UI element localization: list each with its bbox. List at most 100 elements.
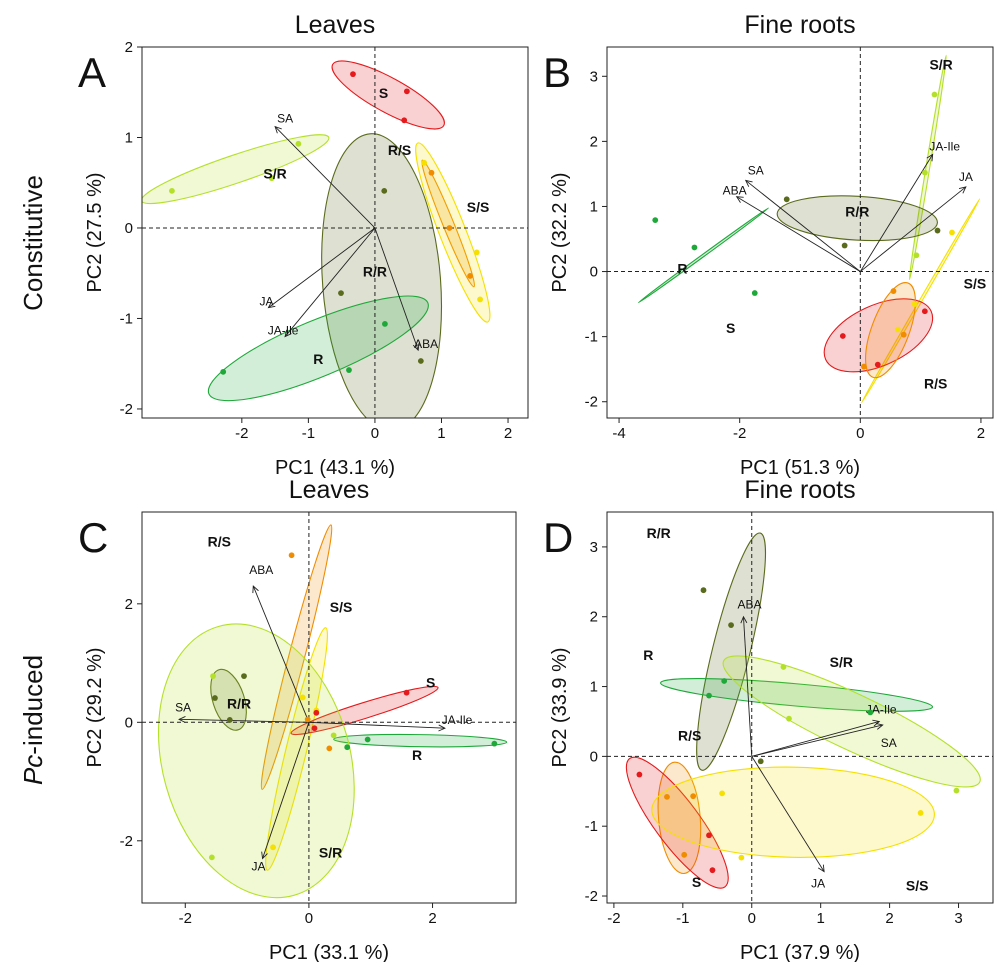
point-r-s xyxy=(446,225,453,231)
point-r xyxy=(364,736,371,743)
vector-arrowhead xyxy=(744,179,753,187)
data-points xyxy=(208,552,498,861)
x-tick-label: -2 xyxy=(235,425,248,442)
group-label-r-r: R/R xyxy=(363,263,387,279)
x-tick-label: 3 xyxy=(954,910,962,927)
vector-sa xyxy=(745,180,861,272)
point-r-r xyxy=(700,587,707,594)
group-label-s-r: S/R xyxy=(263,166,286,182)
point-s xyxy=(706,832,712,839)
vector-arrowhead xyxy=(267,301,276,309)
loading-vectors: ABA SA JA-Ile JA xyxy=(175,563,472,874)
point-r-r xyxy=(728,622,734,629)
x-axis-label: PC1 (33.1 %) xyxy=(269,942,389,962)
group-label-s-s: S/S xyxy=(330,599,353,615)
y-tick-label: 2 xyxy=(590,133,598,150)
group-label-r: R xyxy=(677,260,687,276)
group-label-r-r: R/R xyxy=(227,695,251,711)
ellipse-s-s xyxy=(265,627,328,871)
y-tick-label: -1 xyxy=(120,310,133,327)
row-label-constitutive: Constitutive xyxy=(18,175,48,311)
y-tick-label: 2 xyxy=(125,39,133,56)
vector-label-aba: ABA xyxy=(249,563,273,577)
panel-title: Leaves xyxy=(295,11,376,39)
vector-sa xyxy=(751,724,883,757)
panel-title: Fine roots xyxy=(744,11,855,39)
vector-arrowhead xyxy=(926,153,934,162)
data-points xyxy=(169,71,483,375)
y-tick-label: -1 xyxy=(585,818,598,835)
group-label-s-s: S/S xyxy=(467,199,490,215)
group-label-s-s: S/S xyxy=(906,878,929,894)
point-r-r xyxy=(417,358,424,364)
point-s-r xyxy=(953,787,960,794)
point-s xyxy=(874,361,881,368)
vector-label-ja: JA xyxy=(811,877,825,891)
y-axis-label: PC2 (27.5 %) xyxy=(84,172,106,292)
x-tick-label: -2 xyxy=(607,910,620,927)
y-tick-label: 0 xyxy=(590,264,598,281)
ellipse-r xyxy=(637,207,770,304)
vector-arrowhead xyxy=(274,125,282,134)
vector-arrowhead xyxy=(958,186,967,194)
y-tick-label: 1 xyxy=(125,129,133,146)
vector-arrowhead xyxy=(252,585,259,594)
plot-frame xyxy=(141,511,517,904)
point-r-r xyxy=(934,227,941,234)
point-r xyxy=(382,320,388,327)
x-axis-label: PC1 (43.1 %) xyxy=(275,457,395,479)
x-tick-label: 2 xyxy=(977,425,985,442)
vector-label-ja-ile: JA-Ile xyxy=(442,713,473,727)
point-s-r xyxy=(931,91,938,98)
x-tick-label: 0 xyxy=(748,910,756,927)
group-label-s: S xyxy=(426,675,435,691)
x-tick-label: 0 xyxy=(856,425,864,442)
point-r-s xyxy=(900,331,907,338)
point-r-r xyxy=(757,758,764,765)
y-tick-label: -2 xyxy=(585,394,598,411)
vector-arrowhead xyxy=(817,864,825,873)
x-axis-label: PC1 (37.9 %) xyxy=(740,942,860,962)
point-r-s xyxy=(861,363,867,370)
group-label-s-s: S/S xyxy=(964,275,987,291)
vector-label-ja-ile: JA-Ile xyxy=(268,324,299,338)
point-s-r xyxy=(210,673,216,680)
group-label-r-r: R/R xyxy=(845,204,869,220)
vector-arrowhead xyxy=(438,724,446,732)
ellipses xyxy=(637,54,981,404)
x-tick-label: 1 xyxy=(817,910,825,927)
ellipse-s xyxy=(625,756,729,889)
vector-label-aba: ABA xyxy=(723,184,747,198)
point-r-r xyxy=(841,242,848,249)
group-label-s: S xyxy=(379,85,388,101)
vector-arrowhead xyxy=(740,615,748,624)
group-labels: S S/R R/S S/S R/R R xyxy=(263,85,489,367)
vector-ja-ile xyxy=(308,721,445,729)
x-tick-label: 2 xyxy=(504,425,512,442)
vector-label-aba: ABA xyxy=(414,337,438,351)
group-label-r-r: R/R xyxy=(647,525,671,541)
point-s-s xyxy=(473,249,480,256)
vector-label-ja: JA xyxy=(252,860,266,874)
ellipse-s-s xyxy=(860,198,981,404)
row-label-induced: Pc-induced xyxy=(18,655,48,785)
vector-arrowhead xyxy=(735,196,744,203)
panel-c: ABA SA JA-Ile JA R/S S/S S R/R R S/R -2 0 2 -2 0 2 Leave… xyxy=(78,476,517,964)
vector-sa xyxy=(179,718,309,723)
point-r xyxy=(491,740,498,747)
point-s-s xyxy=(299,694,306,701)
point-r-s xyxy=(467,273,473,279)
point-s xyxy=(401,117,408,124)
group-labels: R/S S/S S R/R R S/R xyxy=(208,534,436,861)
panel-letter: D xyxy=(543,514,573,561)
point-s xyxy=(403,689,410,696)
point-r xyxy=(751,290,758,296)
group-labels: R/R R S/R R/S S S/S xyxy=(643,525,928,894)
ellipse-r-r xyxy=(776,195,938,242)
point-r xyxy=(344,744,351,751)
plot-frame xyxy=(606,46,994,419)
group-label-r: R xyxy=(412,747,422,763)
ellipse-s-r xyxy=(908,54,947,281)
point-s-s xyxy=(917,810,924,816)
ellipse-r xyxy=(333,733,508,748)
